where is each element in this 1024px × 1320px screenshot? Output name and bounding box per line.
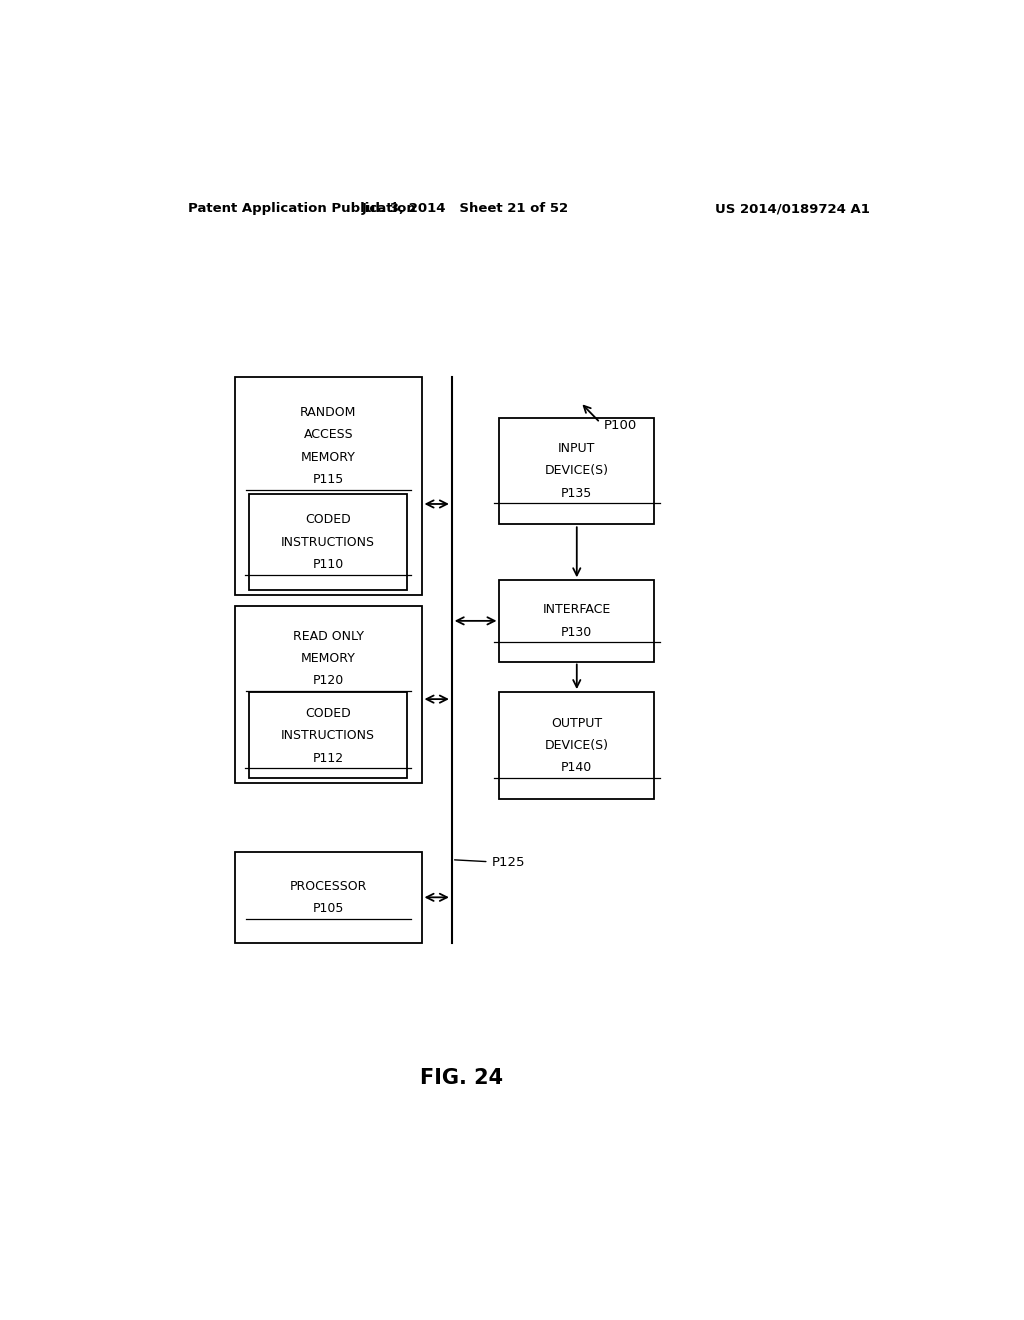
Bar [249,494,408,590]
Text: Jul. 3, 2014   Sheet 21 of 52: Jul. 3, 2014 Sheet 21 of 52 [361,202,569,215]
Text: INPUT: INPUT [558,442,596,455]
Text: MEMORY: MEMORY [301,450,355,463]
Text: P135: P135 [561,487,593,500]
Text: ACCESS: ACCESS [303,429,353,441]
Text: US 2014/0189724 A1: US 2014/0189724 A1 [715,202,870,215]
Text: Patent Application Publication: Patent Application Publication [187,202,416,215]
Text: P130: P130 [561,626,593,639]
Text: FIG. 24: FIG. 24 [420,1068,503,1088]
Text: INSTRUCTIONS: INSTRUCTIONS [281,536,375,549]
Text: INSTRUCTIONS: INSTRUCTIONS [281,729,375,742]
Text: READ ONLY: READ ONLY [293,630,364,643]
Text: DEVICE(S): DEVICE(S) [545,465,609,478]
Bar [236,378,422,595]
Text: RANDOM: RANDOM [300,407,356,418]
Text: P110: P110 [312,558,344,572]
Text: P115: P115 [312,473,344,486]
Bar [500,581,654,661]
Text: P125: P125 [455,857,525,870]
Text: OUTPUT: OUTPUT [551,717,602,730]
Text: P120: P120 [312,675,344,688]
Text: DEVICE(S): DEVICE(S) [545,739,609,752]
Bar [249,692,408,779]
Text: P112: P112 [312,751,343,764]
Bar [236,606,422,784]
Bar [500,417,654,524]
Bar [236,851,422,942]
Text: P140: P140 [561,762,593,775]
Text: CODED: CODED [305,706,351,719]
Text: CODED: CODED [305,513,351,527]
Bar [500,692,654,799]
Text: INTERFACE: INTERFACE [543,603,611,616]
Text: MEMORY: MEMORY [301,652,355,665]
Text: P100: P100 [604,420,637,432]
Text: PROCESSOR: PROCESSOR [290,879,367,892]
Text: P105: P105 [312,902,344,915]
